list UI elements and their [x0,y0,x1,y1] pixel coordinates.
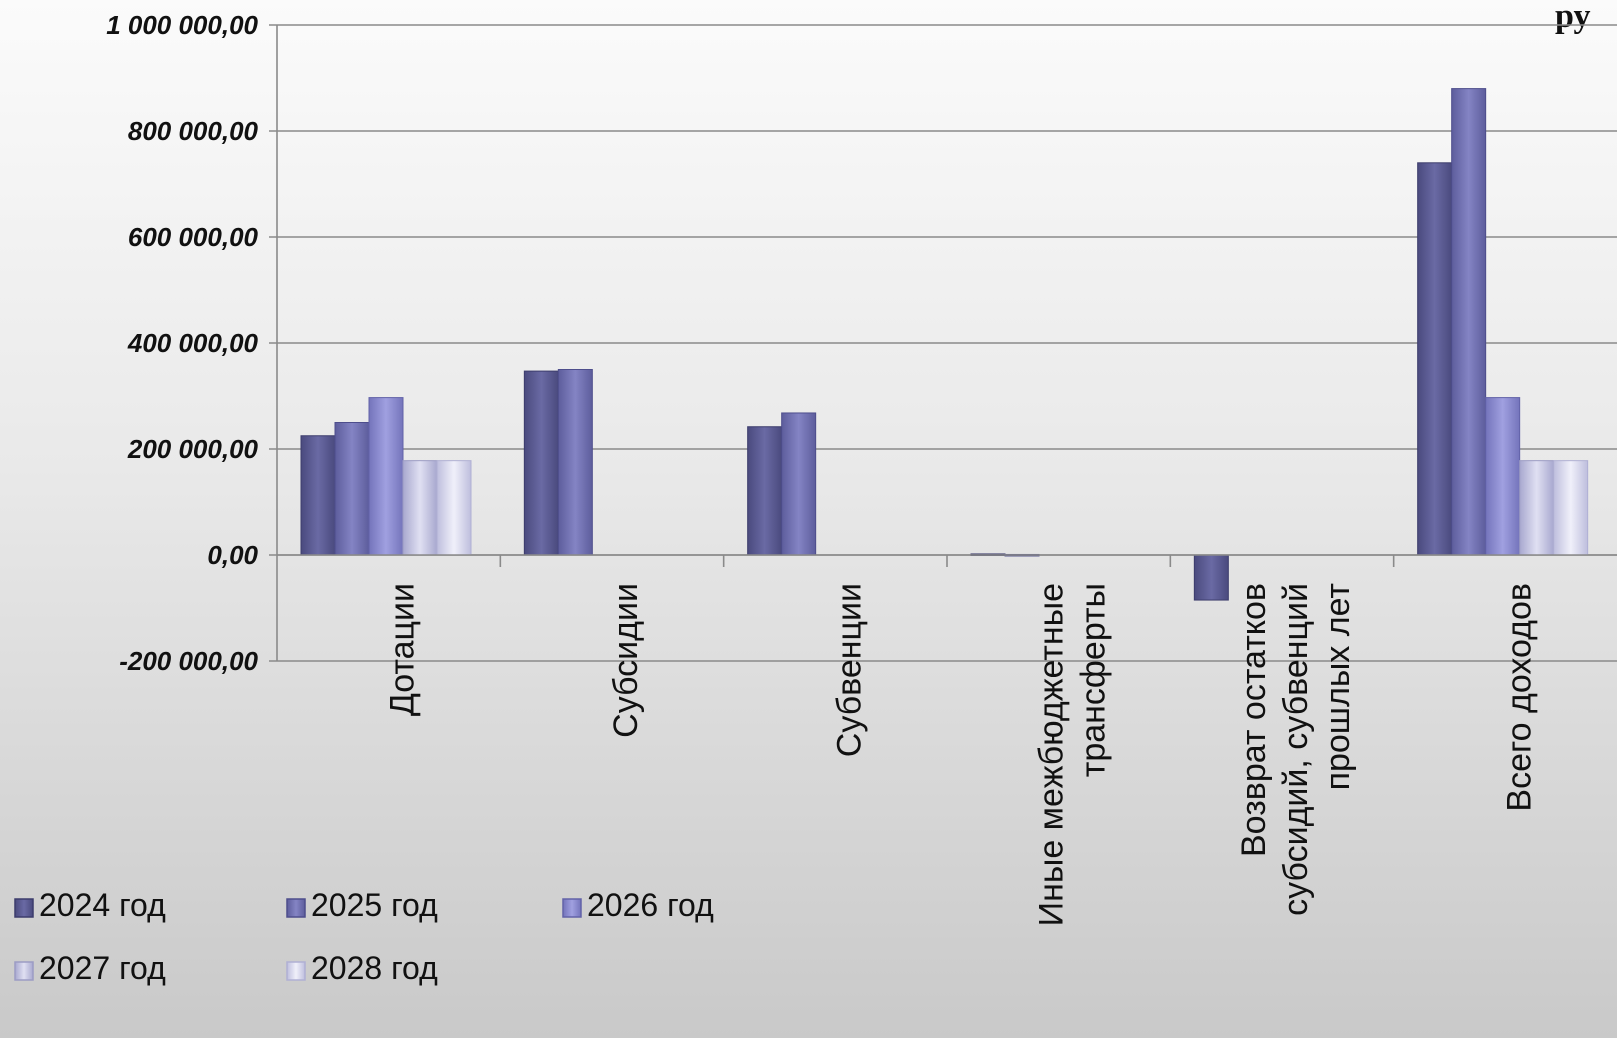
x-tick-label: Возврат остатков субсидий, субвенций прошл… [1235,583,1357,916]
legend-label: 2025 год [311,887,438,923]
bar [781,412,817,556]
y-tick-label: 600 000,00 [128,222,259,252]
y-tick-label: 400 000,00 [127,328,259,358]
legend-swatch [286,898,306,918]
gridlines [269,24,1617,662]
legend-swatch [14,898,34,918]
bar [557,369,593,556]
x-tick-label: Субвенции [830,583,868,757]
y-tick-label: 800 000,00 [128,116,259,146]
x-tick-label: Дотации [384,583,422,716]
axes [276,25,1617,661]
unit-label: ру [1555,0,1590,35]
bar [300,435,336,556]
bar [402,460,438,556]
bar [1417,162,1453,556]
y-tick-label: 0,00 [207,540,258,570]
x-axis-ticks: Дотации Субсидии Субвенции Иные межбюджетны… [384,583,1539,926]
bar [747,426,783,556]
y-tick-label: -200 000,00 [119,646,258,676]
x-tick-label: Иные межбюджетные трансферты [1033,583,1113,926]
bar [368,397,404,556]
x-tick-label: Субсидии [607,583,645,738]
bar [334,422,370,556]
bar [1451,88,1487,556]
legend-label: 2028 год [311,950,438,986]
bar [1485,397,1521,556]
y-tick-label: 1 000 000,00 [106,10,258,40]
legend: 2024 год 2025 год 2026 год 2027 год 2028 год [14,887,714,986]
bars [300,88,1589,601]
legend-label: 2027 год [39,950,166,986]
bar [523,370,559,556]
legend-label: 2024 год [39,887,166,923]
legend-swatch [562,898,582,918]
bar [1553,460,1589,556]
legend-swatch [286,961,306,981]
y-axis-ticks: 1 000 000,00 800 000,00 600 000,00 400 000,… [106,10,258,676]
legend-label: 2026 год [587,887,714,923]
x-tick-label: Всего доходов [1500,583,1538,812]
bar [436,460,472,556]
bar [1193,554,1229,601]
legend-swatch [14,961,34,981]
y-tick-label: 200 000,00 [127,434,259,464]
bar [1519,460,1555,556]
